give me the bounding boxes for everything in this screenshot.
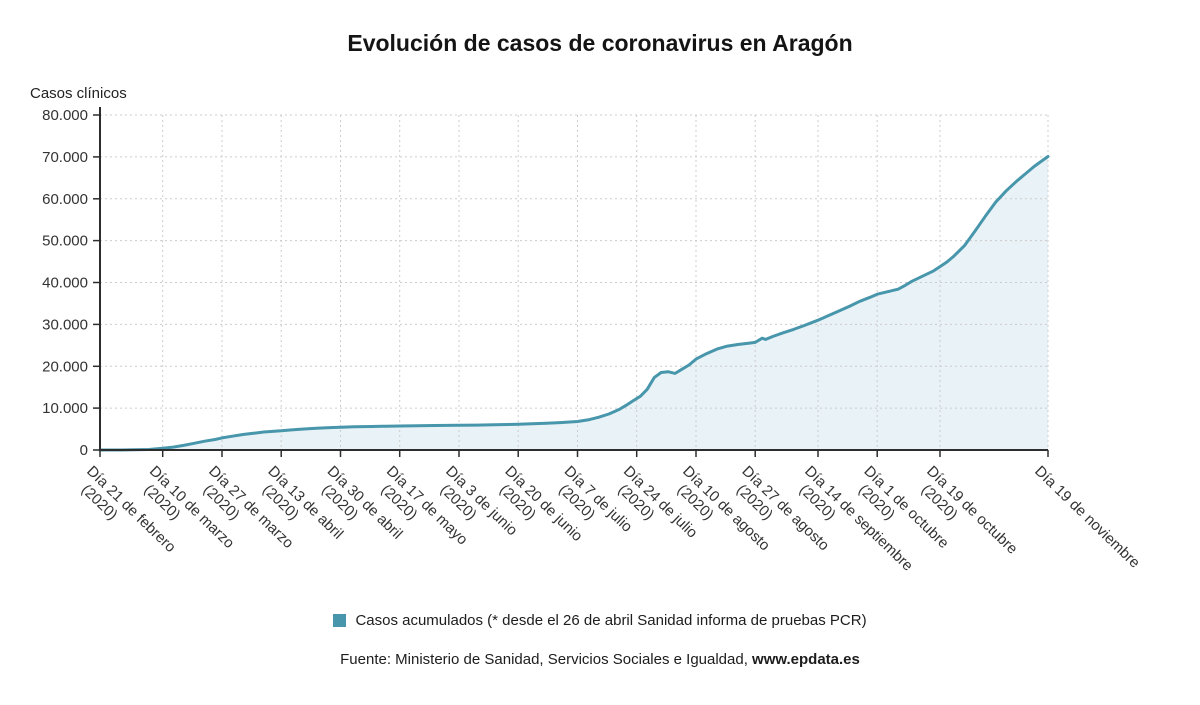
y-tick-label: 0 [80, 442, 88, 459]
y-tick-label: 30.000 [42, 316, 88, 333]
y-tick-label: 80.000 [42, 107, 88, 124]
y-tick-label: 50.000 [42, 233, 88, 250]
x-tick-label: Día 19 de noviembre [1031, 463, 1143, 572]
y-tick-label: 20.000 [42, 358, 88, 375]
series-line [98, 155, 1050, 452]
y-tick-label: 60.000 [42, 191, 88, 208]
source-prefix: Fuente: Ministerio de Sanidad, Servicios… [340, 651, 753, 668]
y-tick-label: 10.000 [42, 400, 88, 417]
source-site: www.epdata.es [752, 651, 860, 668]
legend-label: Casos acumulados (* desde el 26 de abril… [355, 612, 867, 629]
legend-swatch-icon [333, 614, 347, 627]
chart-title: Evolución de casos de coronavirus en Ara… [347, 30, 853, 56]
series-area [100, 156, 1048, 450]
legend: Casos acumulados (* desde el 26 de abril… [0, 612, 1200, 629]
chart-canvas: 0 10.000 20.000 30.000 40.000 50.000 60.000 70.… [42, 107, 1143, 575]
y-axis-title: Casos clínicos [30, 85, 127, 102]
source-line: Fuente: Ministerio de Sanidad, Servicios… [0, 651, 1200, 668]
y-tick-label: 70.000 [42, 149, 88, 166]
y-tick-label: 40.000 [42, 275, 88, 292]
